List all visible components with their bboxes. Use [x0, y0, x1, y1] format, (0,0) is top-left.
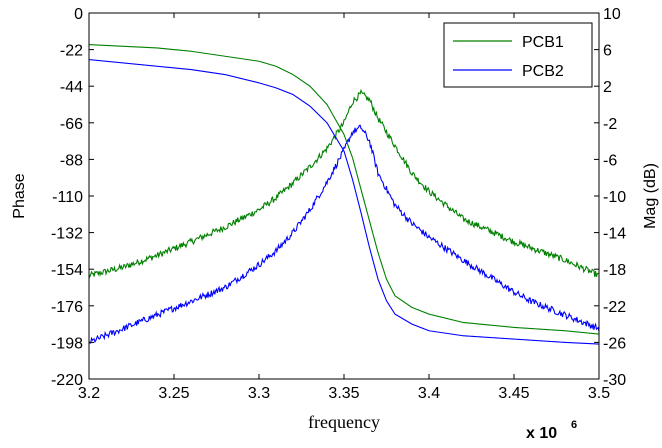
x-tick-label: 3.45 — [498, 385, 529, 402]
y-left-tick-label: -176 — [51, 299, 83, 316]
y-left-tick-label: -22 — [60, 43, 83, 60]
x-axis-multiplier: x 10 — [526, 425, 557, 442]
y-right-tick-label: -6 — [603, 152, 617, 169]
y-right-tick-label: 6 — [603, 43, 612, 60]
x-tick-label: 3.25 — [158, 385, 189, 402]
phase-line-pcb2 — [88, 59, 600, 345]
y-left-tick-label: -220 — [51, 372, 83, 389]
y-right-tick-label: -10 — [603, 189, 626, 206]
legend-label-pcb2: PCB2 — [522, 63, 564, 80]
legend: PCB1 PCB2 — [443, 22, 593, 88]
y-right-tick-label: -18 — [603, 262, 626, 279]
y-axis-left-label: Phase — [11, 173, 28, 218]
ticks-layer: 3.2 3.25 3.3 3.35 3.4 3.45 3.50-22-44-66-88-11… — [51, 6, 626, 402]
x-tick-label: 3.3 — [248, 385, 270, 402]
x-tick-label: 3.2 — [78, 385, 100, 402]
y-left-tick-label: -198 — [51, 335, 83, 352]
legend-label-pcb1: PCB1 — [522, 34, 564, 51]
y-right-tick-label: -26 — [603, 335, 626, 352]
y-left-tick-label: -44 — [60, 79, 83, 96]
y-left-tick-label: -110 — [52, 189, 83, 206]
y-right-tick-label: -14 — [603, 226, 626, 243]
y-left-tick-label: -154 — [51, 262, 83, 279]
y-right-tick-label: -30 — [603, 372, 626, 389]
x-tick-label: 3.4 — [418, 385, 440, 402]
y-axis-right-label: Mag (dB) — [642, 163, 659, 229]
y-left-tick-label: -66 — [60, 116, 83, 133]
phase-line-pcb1 — [88, 44, 600, 335]
y-right-tick-label: -22 — [603, 299, 626, 316]
y-left-tick-label: -132 — [51, 226, 83, 243]
x-tick-label: 3.35 — [328, 385, 359, 402]
legend-box — [443, 22, 593, 88]
magnitude-line-pcb2 — [88, 124, 600, 344]
y-right-tick-label: 2 — [603, 79, 612, 96]
x-tick-label: 3.5 — [588, 385, 610, 402]
series-layer — [88, 44, 600, 345]
x-axis-label: frequency — [308, 412, 380, 432]
x-axis-multiplier-exponent: 6 — [571, 419, 577, 431]
magnitude-line-pcb1 — [88, 88, 600, 279]
y-left-tick-label: 0 — [74, 6, 83, 23]
y-right-tick-label: 10 — [603, 6, 621, 23]
y-left-tick-label: -88 — [60, 152, 83, 169]
y-right-tick-label: -2 — [603, 116, 617, 133]
